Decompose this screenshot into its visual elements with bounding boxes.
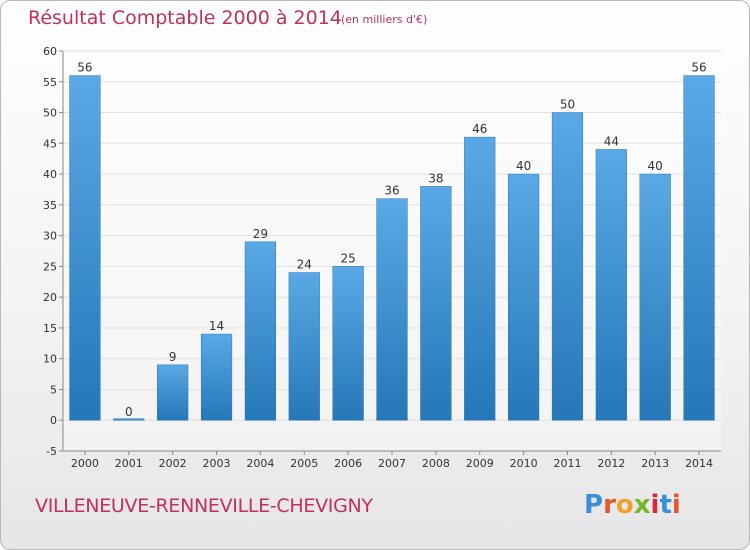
logo-letter: i bbox=[671, 490, 681, 520]
data-label: 56 bbox=[691, 61, 706, 75]
bar[interactable] bbox=[376, 198, 408, 421]
bar[interactable] bbox=[244, 241, 277, 421]
x-tick-label: 2004 bbox=[246, 457, 274, 470]
place-name: VILLENEUVE-RENNEVILLE-CHEVIGNY bbox=[35, 495, 373, 517]
data-label: 25 bbox=[340, 251, 355, 265]
x-tick-label: 2008 bbox=[422, 457, 450, 470]
data-label: 9 bbox=[169, 350, 177, 364]
x-tick-label: 2013 bbox=[641, 457, 669, 470]
chart-title: Résultat Comptable 2000 à 2014 bbox=[28, 7, 342, 29]
y-tick-label: 60 bbox=[43, 45, 57, 58]
x-tick-label: 2003 bbox=[203, 457, 231, 470]
logo-letter: o bbox=[615, 490, 634, 520]
y-tick-label: 20 bbox=[43, 291, 57, 304]
y-tick-label: 45 bbox=[43, 137, 57, 150]
data-label: 46 bbox=[472, 122, 487, 136]
data-label: 36 bbox=[384, 184, 399, 198]
x-tick-label: 2002 bbox=[159, 457, 187, 470]
y-tick-label: 0 bbox=[50, 414, 57, 427]
logo-letter: x bbox=[633, 490, 651, 520]
y-tick-label: 30 bbox=[43, 230, 57, 243]
x-tick-label: 2009 bbox=[466, 457, 494, 470]
data-label: 50 bbox=[560, 98, 575, 112]
logo-letter: t bbox=[659, 490, 672, 520]
y-tick-label: 25 bbox=[43, 260, 57, 273]
logo-letter: i bbox=[650, 490, 660, 520]
y-tick-label: 50 bbox=[43, 107, 57, 120]
data-label: 38 bbox=[428, 171, 443, 185]
x-tick-label: 2001 bbox=[115, 457, 143, 470]
bar[interactable] bbox=[551, 112, 584, 421]
bar[interactable] bbox=[200, 333, 233, 421]
y-tick-label: 15 bbox=[43, 322, 57, 335]
x-tick-label: 2007 bbox=[378, 457, 406, 470]
x-tick-label: 2006 bbox=[334, 457, 362, 470]
y-tick-label: 10 bbox=[43, 353, 57, 366]
data-label: 44 bbox=[604, 134, 619, 148]
chart-subtitle: (en milliers d'€) bbox=[341, 13, 428, 26]
bar[interactable] bbox=[507, 173, 540, 421]
y-tick-label: 40 bbox=[43, 168, 57, 181]
x-tick-label: 2012 bbox=[597, 457, 625, 470]
bar[interactable] bbox=[332, 266, 364, 421]
y-tick-label: 55 bbox=[43, 76, 57, 89]
data-label: 40 bbox=[648, 159, 663, 173]
y-tick-label: -5 bbox=[46, 445, 57, 458]
data-label: 0 bbox=[125, 405, 133, 419]
logo-letter: r bbox=[603, 490, 616, 520]
bar[interactable] bbox=[420, 186, 452, 421]
y-tick-label: 5 bbox=[50, 383, 57, 396]
bar[interactable] bbox=[113, 418, 145, 421]
x-tick-label: 2000 bbox=[71, 457, 99, 470]
bar[interactable] bbox=[639, 173, 671, 421]
bar[interactable] bbox=[464, 136, 496, 421]
bar[interactable] bbox=[683, 75, 715, 421]
x-tick-label: 2010 bbox=[510, 457, 538, 470]
data-label: 29 bbox=[253, 227, 268, 241]
bar[interactable] bbox=[288, 272, 320, 421]
bar[interactable] bbox=[595, 149, 627, 421]
data-label: 14 bbox=[209, 319, 224, 333]
data-label: 40 bbox=[516, 159, 531, 173]
proxiti-logo[interactable]: Proxiti bbox=[584, 490, 681, 520]
bar[interactable] bbox=[157, 364, 189, 421]
x-tick-label: 2014 bbox=[685, 457, 713, 470]
data-label: 24 bbox=[297, 258, 312, 272]
y-tick-label: 35 bbox=[43, 199, 57, 212]
data-label: 56 bbox=[77, 61, 92, 75]
bar[interactable] bbox=[69, 75, 101, 421]
logo-letter: P bbox=[584, 490, 604, 520]
x-tick-label: 2011 bbox=[553, 457, 581, 470]
x-tick-label: 2005 bbox=[290, 457, 318, 470]
